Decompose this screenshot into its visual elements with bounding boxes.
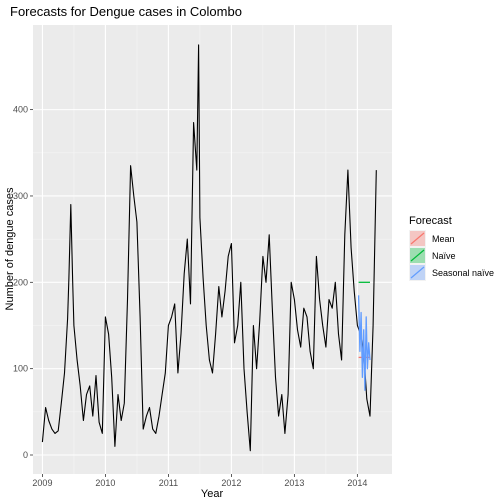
y-tick-label: 100 (13, 364, 28, 374)
legend-label-mean: Mean (432, 234, 455, 244)
y-tick-label: 400 (13, 105, 28, 115)
y-tick-label: 200 (13, 277, 28, 287)
y-tick-label: 300 (13, 191, 28, 201)
y-axis-title: Number of dengue cases (4, 187, 16, 310)
x-tick-label: 2010 (95, 478, 115, 488)
chart-title: Forecasts for Dengue cases in Colombo (10, 4, 242, 19)
seasonal-naive-forecast-line (357, 295, 371, 391)
observed-series-line (41, 44, 377, 452)
legend-key-naive-line (410, 249, 425, 262)
series-layer (41, 44, 377, 452)
grid-minor (33, 25, 392, 474)
axis-ticks (30, 109, 358, 477)
legend-label-seasonal-naive: Seasonal naïve (432, 268, 494, 278)
grid-major (33, 25, 392, 474)
x-tick-label: 2013 (284, 478, 304, 488)
y-tick-labels: 0 100 200 300 400 (13, 105, 28, 460)
legend: Forecast Mean Naïve Seasonal naïve (409, 215, 494, 281)
legend-key-mean-line (410, 232, 425, 245)
x-tick-label: 2012 (221, 478, 241, 488)
x-tick-label: 2011 (159, 478, 178, 488)
legend-entries: Mean Naïve Seasonal naïve (409, 230, 494, 281)
legend-key-seasonal-naive-line (410, 266, 425, 279)
plot-panel (33, 25, 392, 474)
legend-label-naive: Naïve (432, 251, 456, 261)
x-axis-title: Year (201, 488, 224, 500)
x-tick-label: 2009 (32, 478, 52, 488)
legend-title: Forecast (409, 215, 452, 227)
y-tick-label: 0 (23, 450, 28, 460)
x-tick-label: 2014 (347, 478, 367, 488)
x-tick-labels: 2009 2010 2011 2012 2013 2014 (32, 478, 367, 488)
